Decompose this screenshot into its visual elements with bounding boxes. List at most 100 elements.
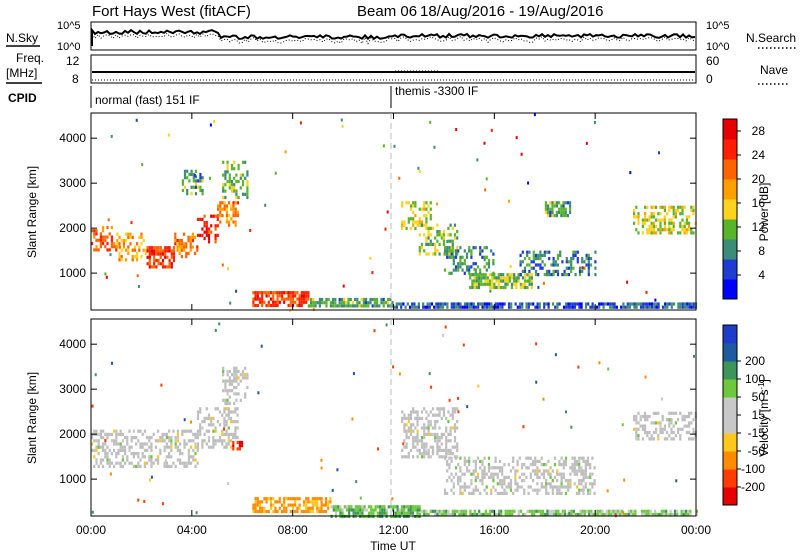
y-tick-label: 3000 (59, 176, 86, 190)
echo-cell (681, 427, 684, 431)
echo-cell (161, 439, 164, 443)
echo-cell (581, 260, 584, 264)
echo-cell (520, 485, 524, 489)
echo-cell (453, 512, 457, 517)
echo-cell (361, 508, 364, 512)
echo-cell (278, 300, 281, 304)
echo-cell (539, 509, 542, 513)
echo-cell (181, 452, 184, 456)
echo-cell (478, 509, 481, 513)
echo-cell (492, 472, 495, 476)
echo-cell (516, 482, 519, 486)
echo-cell (582, 475, 585, 479)
echo-cell (189, 248, 192, 252)
echo-cell (558, 302, 561, 306)
colorbar-tick-label: -100 (741, 462, 765, 476)
echo-cell (539, 266, 542, 270)
echo-cell (159, 448, 162, 452)
echo-cell (207, 240, 211, 244)
echo-cell (483, 488, 486, 492)
echo-cell (459, 258, 462, 263)
echo-cell (234, 426, 237, 430)
echo-cell (585, 263, 588, 267)
echo-cell (650, 228, 653, 232)
echo-cell (565, 305, 568, 309)
echo-cell (187, 458, 190, 462)
echo-cell (199, 185, 202, 189)
echo-cell (199, 407, 202, 411)
echo-cell (434, 252, 437, 256)
echo-cell (227, 267, 229, 271)
echo-cell (241, 376, 245, 380)
echo-cell (543, 263, 546, 267)
echo-cell (434, 432, 437, 436)
echo-cell (216, 224, 219, 228)
echo-cell (342, 284, 345, 288)
echo-cell (274, 291, 277, 295)
echo-cell (581, 266, 584, 270)
echo-cell (167, 133, 170, 137)
echo-cell (672, 424, 675, 428)
echo-cell (214, 237, 217, 241)
echo-cell (425, 217, 428, 221)
echo-cell (165, 461, 168, 465)
echo-cell (677, 302, 680, 306)
echo-cell (633, 305, 636, 309)
echo-cell (223, 427, 225, 431)
echo-cell (224, 173, 227, 177)
echo-cell (367, 301, 370, 305)
echo-cell (189, 239, 192, 243)
echo-cell (235, 189, 238, 193)
echo-cell (496, 475, 499, 479)
echo-cell (165, 459, 167, 463)
echo-cell (692, 418, 695, 422)
echo-cell (235, 195, 238, 200)
echo-cell (373, 329, 376, 333)
echo-cell (513, 276, 516, 280)
echo-cell (547, 302, 550, 306)
echo-cell (269, 500, 273, 504)
echo-cell (188, 172, 191, 177)
echo-cell (479, 252, 482, 256)
echo-cell (525, 305, 528, 309)
echo-cell (234, 223, 237, 227)
echo-cell (491, 273, 494, 277)
echo-cell (237, 392, 240, 396)
echo-cell (501, 482, 504, 486)
echo-cell (125, 248, 128, 252)
y-tick-label: 1000 (59, 472, 86, 486)
echo-cell (170, 436, 173, 440)
echo-cell (514, 482, 517, 486)
echo-cell (690, 208, 693, 213)
echo-cell (222, 173, 225, 177)
echo-cell (558, 472, 561, 476)
echo-cell (523, 472, 526, 476)
echo-cell (170, 262, 173, 266)
echo-cell (405, 436, 408, 440)
echo-cell (285, 291, 288, 295)
echo-cell (480, 282, 483, 286)
echo-cell (246, 170, 249, 174)
echo-cell (472, 488, 475, 492)
echo-cell (514, 475, 517, 479)
echo-cell (427, 204, 430, 208)
echo-cell (489, 509, 492, 513)
echo-cell (219, 204, 222, 208)
echo-cell (485, 485, 488, 489)
echo-cell (387, 301, 390, 305)
echo-cell (635, 427, 638, 431)
echo-cell (672, 215, 675, 219)
echo-cell (650, 205, 653, 209)
echo-cell (440, 509, 443, 513)
echo-cell (487, 456, 491, 460)
echo-cell (451, 242, 454, 246)
echo-cell (448, 463, 451, 467)
echo-cell (692, 212, 695, 216)
echo-cell (199, 172, 202, 177)
echo-cell (495, 512, 498, 517)
echo-cell (236, 440, 239, 445)
echo-cell (203, 221, 206, 225)
echo-cell (662, 512, 666, 517)
echo-cell (199, 410, 202, 414)
echo-cell (423, 204, 426, 208)
